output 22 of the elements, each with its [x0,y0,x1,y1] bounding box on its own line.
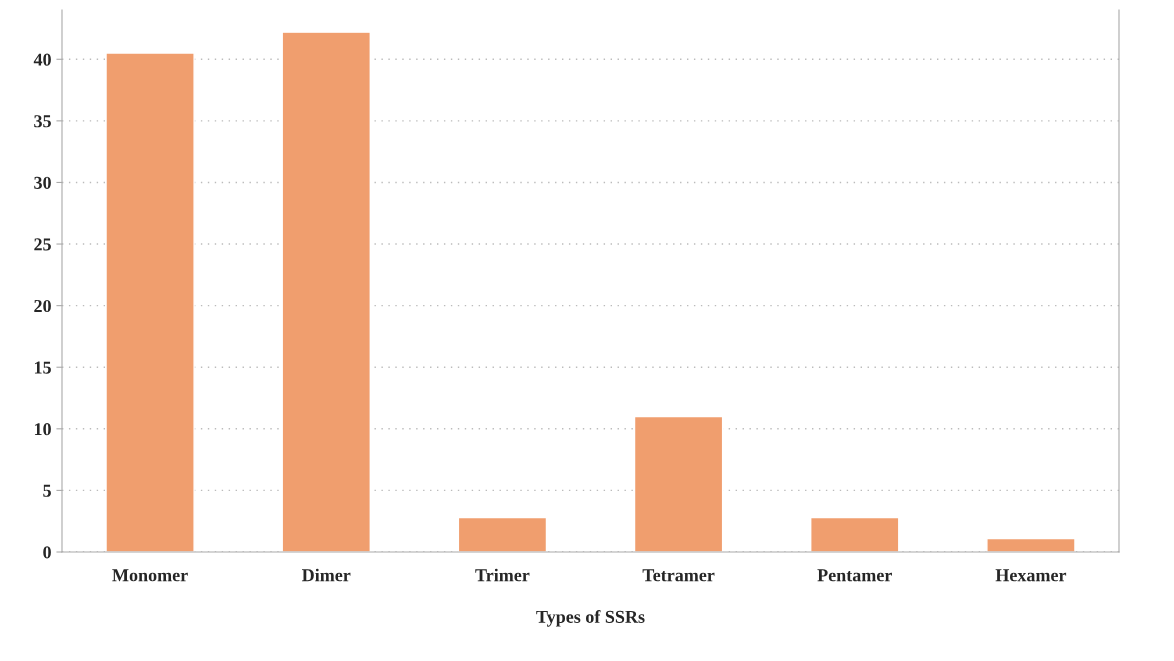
y-tick-label: 30 [34,176,51,189]
x-tick-label: Dimer [302,568,351,582]
x-axis-title: Types of SSRs [536,610,645,627]
x-tick-label: Monomer [112,569,188,582]
x-tick-label: Hexamer [995,569,1067,582]
y-tick-label: 0 [43,546,51,559]
y-tick-label: 10 [34,423,51,436]
y-tick-label: 35 [34,115,51,128]
bar [986,537,1076,552]
bar [457,516,548,552]
y-tick-label: 15 [34,361,51,374]
y-tick-label: 25 [34,238,51,251]
bar [281,31,371,552]
x-tick-label: Tetramer [642,569,715,582]
bar [633,415,724,552]
y-tick-label: 5 [43,484,51,497]
y-tick-label: 40 [33,53,51,66]
x-tick-label: Trimer [475,568,530,582]
bar [105,52,195,552]
bar [810,516,900,552]
y-tick-label: 20 [34,299,51,313]
x-tick-label: Pentamer [817,569,892,582]
